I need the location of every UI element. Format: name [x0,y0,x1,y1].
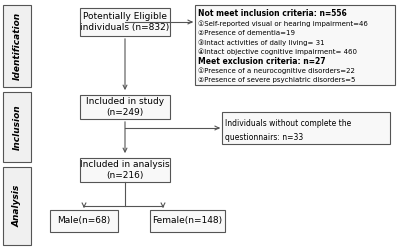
Bar [50,210,118,232]
Bar [3,5,31,87]
Bar [3,92,31,162]
Text: ①Self-reported visual or hearing impairment=46: ①Self-reported visual or hearing impairm… [198,20,368,26]
Text: questionnairs: n=33: questionnairs: n=33 [225,132,303,141]
Text: Meet exclusion criteria: n=27: Meet exclusion criteria: n=27 [198,57,326,66]
Text: ②Presence of dementia=19: ②Presence of dementia=19 [198,30,295,36]
Text: Identification: Identification [12,12,22,80]
Text: ②Presence of severe psychiatric disorders=5: ②Presence of severe psychiatric disorder… [198,77,355,83]
Bar [80,8,170,36]
Text: Included in analysis
(n=216): Included in analysis (n=216) [80,160,170,180]
Bar [80,95,170,119]
Bar [80,158,170,182]
Text: Individuals without complete the: Individuals without complete the [225,118,351,128]
Text: Potentially Eligible
individuals (n=832): Potentially Eligible individuals (n=832) [80,12,170,32]
Text: Analysis: Analysis [12,185,22,227]
Text: Male(n=68): Male(n=68) [57,216,111,226]
Text: Not meet inclusion criteria: n=556: Not meet inclusion criteria: n=556 [198,9,347,18]
Text: ①Presence of a neurocognitive disorders=22: ①Presence of a neurocognitive disorders=… [198,68,355,74]
Bar [3,167,31,245]
Text: ③Intact activities of daily living= 31: ③Intact activities of daily living= 31 [198,39,325,46]
Text: ④Intact objective cognitive impairment= 460: ④Intact objective cognitive impairment= … [198,48,357,55]
Text: Included in study
(n=249): Included in study (n=249) [86,97,164,117]
Text: Inclusion: Inclusion [12,104,22,150]
Bar [222,112,390,144]
Bar [195,5,395,85]
Text: Female(n=148): Female(n=148) [152,216,222,226]
Bar [150,210,225,232]
